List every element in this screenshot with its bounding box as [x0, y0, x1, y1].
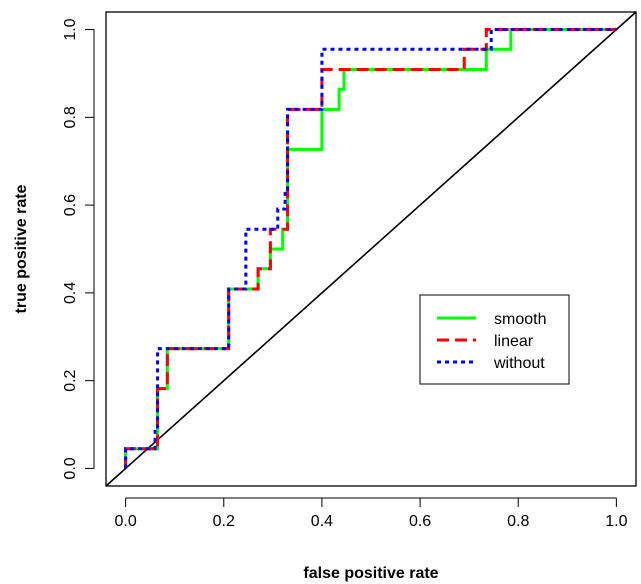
legend-label-smooth: smooth [494, 311, 546, 328]
legend-label-without: without [493, 355, 545, 372]
x-axis-title: false positive rate [303, 565, 438, 582]
x-tick-label: 0.6 [409, 513, 431, 530]
x-tick-label: 0.2 [213, 513, 235, 530]
y-axis-title: true positive rate [13, 184, 30, 313]
x-tick-label: 0.8 [507, 513, 529, 530]
x-tick-label: 1.0 [605, 513, 627, 530]
legend-label-linear: linear [494, 333, 534, 350]
y-tick-label: 0.2 [62, 369, 79, 391]
y-tick-label: 0.6 [62, 194, 79, 216]
x-tick-label: 0.0 [115, 513, 137, 530]
y-tick-label: 0.0 [62, 457, 79, 479]
series-line-without [124, 28, 617, 469]
series-line-linear [124, 28, 617, 469]
y-tick-label: 0.4 [62, 282, 79, 304]
y-tick-label: 1.0 [62, 18, 79, 40]
legend-items: smooth linear without [437, 311, 546, 372]
y-axis: 0.0 0.2 0.4 0.6 0.8 1.0 [62, 18, 95, 480]
series-layer [124, 28, 617, 469]
diagonal-reference-line [105, 11, 637, 487]
diagonal-layer [105, 11, 637, 487]
plot-frame [105, 11, 637, 487]
x-tick-label: 0.4 [311, 513, 333, 530]
x-axis: 0.0 0.2 0.4 0.6 0.8 1.0 [115, 497, 628, 530]
legend: smooth linear without [419, 294, 570, 385]
y-tick-label: 0.8 [62, 106, 79, 128]
